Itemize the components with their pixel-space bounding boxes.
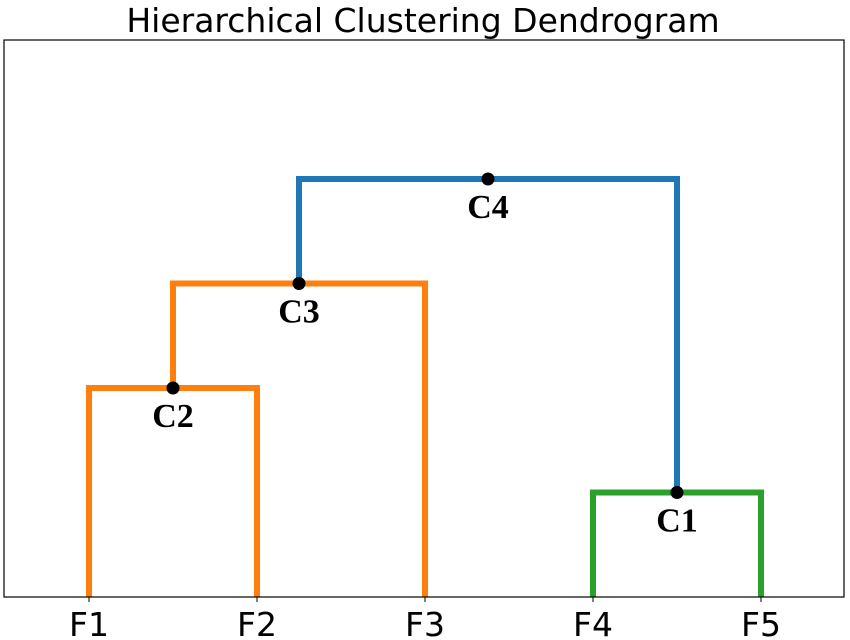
node-c3-label: C3	[278, 293, 320, 330]
chart-title: Hierarchical Clustering Dendrogram	[126, 1, 719, 40]
node-c2-marker	[166, 381, 180, 395]
node-c4-marker	[481, 172, 495, 186]
link-c4	[296, 175, 680, 493]
axes-frame	[3, 39, 845, 598]
x-tick-label-f2: F2	[237, 605, 277, 640]
node-c1-label: C1	[656, 502, 698, 539]
node-c4-label: C4	[467, 189, 509, 226]
x-tick-label-f5: F5	[741, 605, 781, 640]
link-c3	[170, 280, 428, 597]
x-tick-label-f1: F1	[69, 605, 109, 640]
x-tick-label-f3: F3	[405, 605, 445, 640]
x-tick-labels: F1 F2 F3 F4 F5	[69, 597, 781, 640]
node-c3-marker	[292, 276, 306, 290]
dendrogram-nodes: C1 C2 C3 C4	[152, 172, 698, 539]
node-c2-label: C2	[152, 398, 194, 435]
x-tick-label-f4: F4	[573, 605, 613, 640]
node-c1-marker	[670, 485, 684, 499]
